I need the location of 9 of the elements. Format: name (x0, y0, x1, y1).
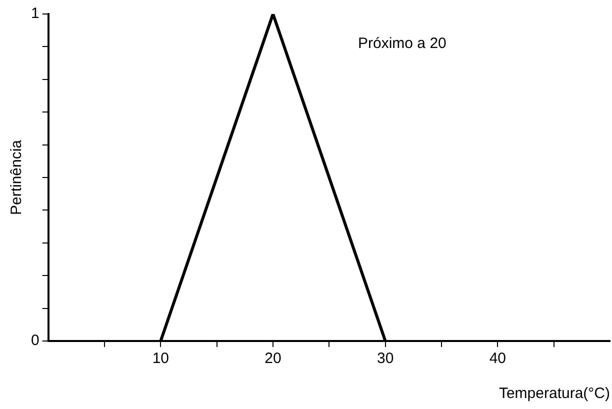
text: Próximo a 20 (358, 35, 446, 52)
x-tick-label: 20 (264, 350, 282, 368)
y-tick-label: 1 (31, 5, 40, 22)
y-tick-label: 0 (31, 332, 40, 350)
x-tick-label: 10 (152, 350, 170, 368)
y-axis-title: Pertinência (8, 139, 26, 216)
x-axis-title: Temperatura(°C) (498, 385, 610, 402)
x-tick-label: 40 (489, 350, 506, 368)
x-tick-label: 30 (376, 350, 394, 368)
